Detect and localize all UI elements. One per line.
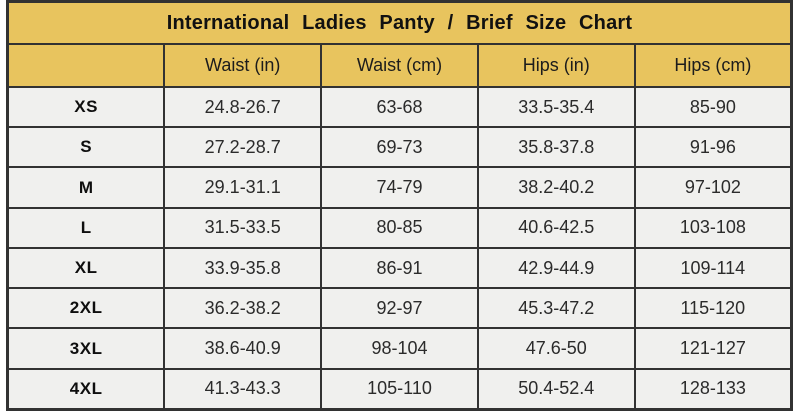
waist-cm-value: 63-68 (320, 85, 479, 129)
hips-cm-value: 109-114 (633, 246, 793, 290)
column-header-size (6, 43, 166, 88)
column-header-waist-cm: Waist (cm) (320, 43, 479, 88)
size-label: 2XL (6, 287, 166, 330)
waist-in-value: 36.2-38.2 (163, 287, 323, 330)
hips-in-value: 38.2-40.2 (476, 166, 636, 209)
waist-cm-value: 92-97 (320, 287, 479, 330)
size-chart-table: International Ladies Panty / Brief Size … (6, 0, 793, 411)
chart-title-row: International Ladies Panty / Brief Size … (6, 0, 793, 45)
waist-cm-value: 105-110 (320, 367, 479, 411)
size-label: 3XL (6, 327, 166, 370)
hips-in-value: 33.5-35.4 (476, 85, 636, 129)
waist-in-value: 31.5-33.5 (163, 206, 323, 249)
table-row-xl: XL 33.9-35.8 86-91 42.9-44.9 109-114 (6, 246, 793, 290)
hips-cm-value: 115-120 (633, 287, 793, 330)
size-label: L (6, 206, 166, 249)
hips-cm-value: 128-133 (633, 367, 793, 411)
table-row-s: S 27.2-28.7 69-73 35.8-37.8 91-96 (6, 126, 793, 169)
table-row-2xl: 2XL 36.2-38.2 92-97 45.3-47.2 115-120 (6, 287, 793, 330)
size-label: 4XL (6, 367, 166, 411)
size-chart-container: International Ladies Panty / Brief Size … (6, 0, 793, 411)
waist-in-value: 41.3-43.3 (163, 367, 323, 411)
table-row-4xl: 4XL 41.3-43.3 105-110 50.4-52.4 128-133 (6, 367, 793, 411)
table-row-xs: XS 24.8-26.7 63-68 33.5-35.4 85-90 (6, 85, 793, 129)
hips-in-value: 50.4-52.4 (476, 367, 636, 411)
waist-in-value: 24.8-26.7 (163, 85, 323, 129)
size-label: XS (6, 85, 166, 129)
hips-in-value: 47.6-50 (476, 327, 636, 370)
hips-in-value: 35.8-37.8 (476, 126, 636, 169)
size-label: XL (6, 246, 166, 290)
hips-cm-value: 121-127 (633, 327, 793, 370)
hips-cm-value: 97-102 (633, 166, 793, 209)
waist-cm-value: 69-73 (320, 126, 479, 169)
hips-cm-value: 103-108 (633, 206, 793, 249)
waist-cm-value: 74-79 (320, 166, 479, 209)
table-row-l: L 31.5-33.5 80-85 40.6-42.5 103-108 (6, 206, 793, 249)
column-header-hips-cm: Hips (cm) (633, 43, 793, 88)
waist-in-value: 33.9-35.8 (163, 246, 323, 290)
table-row-m: M 29.1-31.1 74-79 38.2-40.2 97-102 (6, 166, 793, 209)
hips-in-value: 45.3-47.2 (476, 287, 636, 330)
chart-title: International Ladies Panty / Brief Size … (6, 0, 793, 45)
column-header-row: Waist (in) Waist (cm) Hips (in) Hips (cm… (6, 43, 793, 88)
hips-cm-value: 91-96 (633, 126, 793, 169)
hips-in-value: 40.6-42.5 (476, 206, 636, 249)
waist-cm-value: 80-85 (320, 206, 479, 249)
waist-in-value: 27.2-28.7 (163, 126, 323, 169)
hips-cm-value: 85-90 (633, 85, 793, 129)
waist-cm-value: 98-104 (320, 327, 479, 370)
column-header-hips-in: Hips (in) (476, 43, 636, 88)
waist-cm-value: 86-91 (320, 246, 479, 290)
waist-in-value: 38.6-40.9 (163, 327, 323, 370)
size-label: M (6, 166, 166, 209)
waist-in-value: 29.1-31.1 (163, 166, 323, 209)
hips-in-value: 42.9-44.9 (476, 246, 636, 290)
table-row-3xl: 3XL 38.6-40.9 98-104 47.6-50 121-127 (6, 327, 793, 370)
column-header-waist-in: Waist (in) (163, 43, 323, 88)
size-label: S (6, 126, 166, 169)
